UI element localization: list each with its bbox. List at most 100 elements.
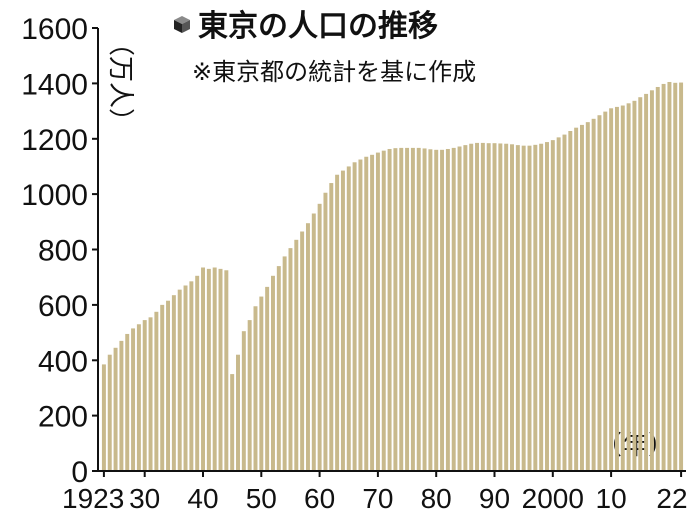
y-tick-label: 0 [71,456,88,489]
bar-2015 [638,97,643,471]
bar-1976 [410,147,415,471]
bar-1933 [160,304,165,472]
bar-2012 [620,105,625,471]
bar-2004 [574,127,579,472]
bar-1979 [428,149,433,471]
bar-1997 [533,144,538,471]
bar-1983 [451,147,456,471]
bar-1955 [288,248,293,471]
bar-1982 [445,148,450,472]
bar-1998 [539,143,544,472]
x-axis-ticks: 1923 30 40 50 60 70 80 90 2000 10 22 [62,471,688,514]
x-tick-label: 80 [421,483,452,514]
bar-1953 [276,266,281,471]
bar-2020 [667,81,672,472]
bar-1929 [136,324,141,471]
bar-2019 [661,83,666,472]
bar-1944 [224,270,229,471]
bar-2001 [556,137,561,471]
bar-1938 [189,281,194,471]
bar-2008 [597,115,602,471]
bar-2021 [673,82,678,471]
bar-1990 [492,143,497,471]
bar-1967 [358,159,363,471]
bar-1932 [154,311,159,471]
bar-1941 [206,268,211,471]
bar-1952 [271,275,275,471]
bar-1994 [515,145,520,471]
bar-2006 [585,122,590,471]
bar-1947 [241,331,246,471]
bar-1942 [212,267,217,471]
chart-title: 東京の人口の推移 [198,9,438,44]
x-tick-label: 60 [304,483,335,514]
x-tick-label: 50 [246,483,277,514]
bar-1936 [177,289,182,471]
bar-1984 [457,146,462,471]
bar-1995 [521,145,526,472]
bar-1989 [486,143,491,471]
bar-1957 [300,231,305,471]
chart-subtitle: ※東京都の統計を基に作成 [192,58,476,86]
bar-2013 [626,103,631,471]
bar-2011 [614,106,619,471]
bar-1960 [317,203,322,471]
bar-1927 [125,333,130,471]
bar-1969 [370,154,375,471]
bar-1991 [498,143,503,471]
bar-1935 [171,295,176,471]
bar-1939 [195,275,200,471]
y-axis-unit-label: （万人） [105,30,135,134]
bar-1971 [381,150,386,471]
bar-1974 [399,147,404,471]
bar-2000 [550,140,555,471]
bar-1958 [305,223,310,471]
y-tick-label: 1400 [21,68,88,101]
bar-1943 [218,268,223,471]
bar-1924 [107,354,112,471]
bar-1956 [294,239,299,471]
chart-header: 東京の人口の推移 ※東京都の統計を基に作成 [174,9,476,86]
cube-icon [174,16,190,33]
bar-1996 [527,145,532,472]
bar-2017 [649,90,654,472]
bar-1973 [393,148,398,471]
bar-1954 [282,256,287,471]
bar-1988 [480,142,485,471]
bar-1948 [247,320,252,471]
x-tick-label: 90 [479,483,510,514]
bar-1977 [416,147,421,471]
bar-1962 [329,183,334,472]
y-tick-label: 600 [38,290,88,323]
bar-1993 [510,144,514,472]
x-tick-label: 1923 [62,483,124,514]
y-tick-label: 1600 [21,13,88,46]
y-tick-label: 1000 [21,179,88,212]
x-tick-label: 40 [187,483,218,514]
bar-1961 [323,192,328,472]
bar-2014 [632,100,637,471]
bar-1945 [230,374,235,471]
y-axis-ticks: 0 200 400 600 800 1000 1200 1400 1600 [21,13,98,489]
bar-1986 [469,143,474,472]
bar-2022 [679,82,684,471]
bar-1966 [352,162,357,471]
bar-1992 [504,143,509,472]
bar-2005 [579,124,584,471]
bar-2002 [562,134,567,471]
y-tick-label: 400 [38,345,88,378]
bar-1975 [405,147,410,471]
bar-1934 [166,300,171,471]
bar-1940 [201,267,205,471]
bar-2018 [655,86,660,471]
x-tick-label: 70 [362,483,393,514]
bar-1926 [119,340,124,471]
bar-1970 [375,152,380,471]
bar-1972 [387,148,392,472]
y-tick-label: 1200 [21,124,88,157]
bar-1931 [148,317,153,471]
bar-1987 [475,142,480,471]
bar-1968 [364,156,369,471]
bar-1964 [340,170,345,471]
x-tick-label: 10 [596,483,627,514]
